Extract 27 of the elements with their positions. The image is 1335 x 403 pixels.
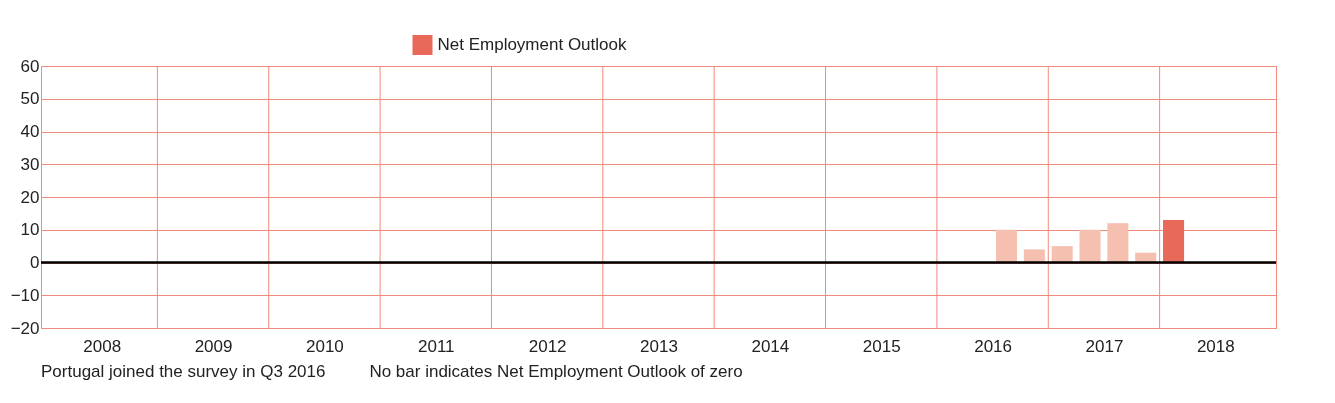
y-tick-label: 10: [20, 220, 40, 240]
x-tick-label: 2012: [528, 336, 567, 356]
y-tick-label: −20: [10, 318, 40, 338]
x-tick-label: 2014: [751, 336, 790, 356]
x-tick-label: 2009: [194, 336, 233, 356]
x-tick-label: 2011: [417, 336, 455, 356]
y-tick-label: 20: [20, 187, 40, 207]
x-tick-label: 2018: [1196, 336, 1235, 356]
y-tick-label: 50: [20, 89, 40, 109]
x-tick-label: 2017: [1085, 336, 1124, 356]
x-tick-label: 2010: [306, 336, 344, 356]
legend-label: Net Employment Outlook: [437, 35, 627, 54]
y-tick-label: 30: [20, 154, 40, 174]
text: No bar indicates Net Employment Outlook of zero: [369, 362, 743, 381]
text: Portugal joined the survey in Q3 2016: [41, 362, 326, 381]
x-tick-label: 2016: [974, 336, 1012, 356]
x-tick-label: 2015: [862, 336, 901, 356]
y-tick-label: −10: [10, 285, 40, 305]
y-tick-label: 0: [30, 253, 40, 272]
bar: [995, 229, 1018, 263]
bar: [1107, 223, 1129, 263]
bar: [1163, 219, 1185, 263]
x-tick-label: 2013: [640, 336, 678, 356]
y-tick-label: 60: [20, 56, 40, 76]
y-tick-label: 40: [20, 122, 40, 141]
x-tick-label: 2008: [83, 336, 122, 356]
bar: [1079, 229, 1101, 263]
